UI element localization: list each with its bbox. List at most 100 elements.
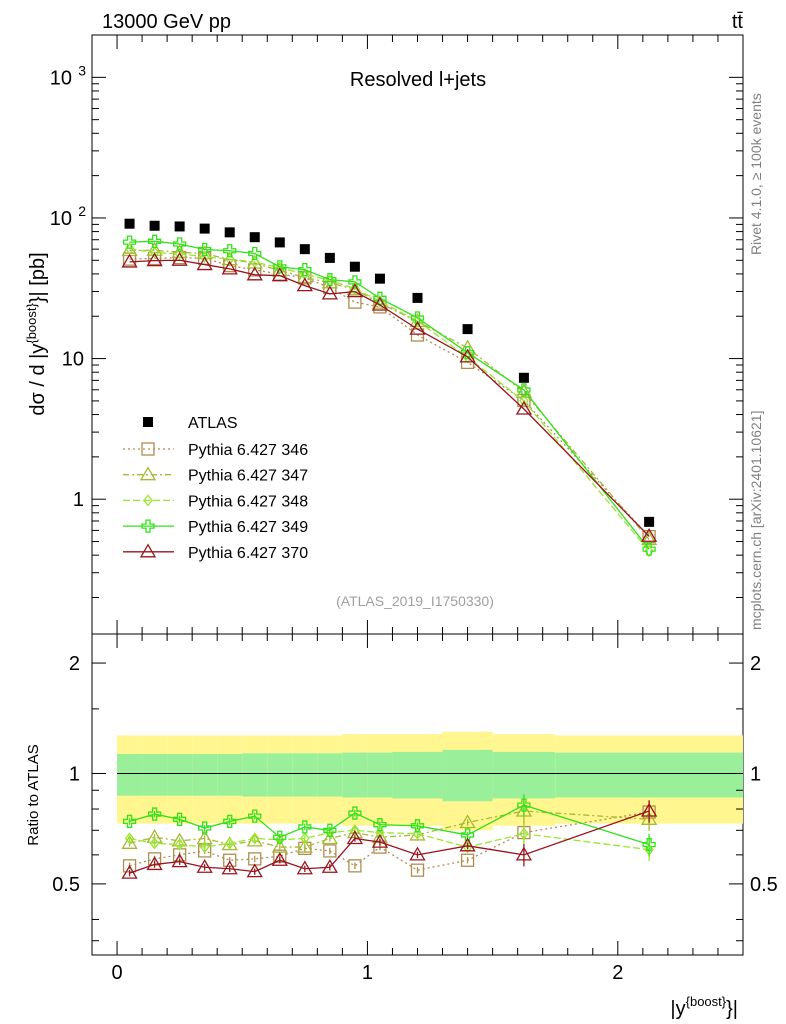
main-series-marker [146, 241, 163, 256]
y-axis-label: dσ / d |y{boost}}| [pb] [24, 252, 49, 415]
main-series-marker [221, 260, 238, 275]
y-tick-label: 10 [50, 208, 72, 230]
ratio-series-marker [348, 859, 362, 873]
ratio-series-marker [249, 832, 260, 845]
inner-band-bin [192, 754, 218, 796]
y-tick-label: 10 [50, 67, 72, 89]
x-axis-label-main: |y [670, 998, 685, 1020]
ratio-series-marker [375, 826, 385, 839]
main-series-line [129, 240, 650, 550]
ratio-series-marker [196, 858, 213, 873]
ratio-series-marker [224, 837, 235, 850]
inner-band-bin [555, 752, 743, 798]
ratio-series-marker [459, 814, 476, 829]
legend-marker [143, 494, 153, 507]
atlas-data-point [518, 372, 529, 383]
ratio-tick-label-right: 1 [750, 763, 761, 785]
main-series-marker [373, 291, 387, 305]
atlas-data-point [174, 221, 185, 232]
y-tick-label-exp: 3 [78, 62, 86, 78]
inner-band-bin [342, 752, 368, 798]
inner-band-bin [492, 751, 556, 799]
ratio-series-marker [373, 818, 387, 832]
x-axis-label-tail: }| [726, 998, 738, 1020]
y-axis-label-tail: }| [pb] [27, 252, 49, 303]
ratio-series-marker [299, 832, 310, 845]
legend-label: Pythia 6.427 346 [188, 442, 308, 459]
process-label: tt̄ [732, 11, 744, 33]
y-tick-label-exp: 2 [78, 203, 86, 219]
ratio-tick-label-right: 0.5 [750, 874, 778, 896]
ratio-series-marker [515, 846, 533, 861]
inner-band-bin [317, 753, 343, 797]
main-series-marker [146, 252, 163, 267]
ratio-tick-label-right: 2 [750, 653, 761, 675]
ratio-series-line [129, 829, 650, 851]
legend-atlas-marker [143, 417, 153, 427]
main-series-marker [171, 244, 188, 258]
ratio-series-marker [410, 819, 425, 833]
atlas-data-point [149, 220, 160, 231]
main-series-marker [371, 296, 389, 311]
x-tick-label: 2 [612, 962, 623, 984]
x-axis-label: |y{boost}}| [670, 994, 738, 1020]
rivet-version-label: Rivet 4.1.0, ≥ 100k events [748, 93, 764, 255]
ratio-series-marker [348, 806, 362, 820]
legend-marker [141, 442, 155, 456]
main-series-marker [298, 262, 312, 277]
atlas-data-point [224, 227, 235, 238]
atlas-data-point [644, 516, 655, 527]
ratio-series-marker [196, 830, 213, 845]
legend-marker [139, 466, 157, 481]
main-series-marker [121, 253, 138, 268]
ratio-series-marker [409, 846, 426, 861]
ratio-series-marker [321, 858, 338, 873]
mcplots-label: mcplots.cern.ch [arXiv:2401.10621] [748, 410, 764, 630]
main-series-marker [346, 283, 364, 298]
ratio-axis-label: Ratio to ATLAS [25, 744, 42, 845]
ratio-series-marker [460, 828, 475, 842]
y-tick-label: 10 [62, 349, 84, 371]
main-series-marker [515, 400, 533, 415]
ratio-series-marker [149, 837, 160, 850]
x-tick-label: 1 [362, 962, 373, 984]
chart-title: Resolved l+jets [350, 69, 486, 91]
atlas-data-point [199, 223, 210, 234]
atlas-data-point [324, 252, 335, 263]
y-axis-label-sup: {boost} [24, 302, 39, 343]
main-series-group [121, 234, 658, 558]
atlas-data-point [274, 237, 285, 248]
ratio-series-marker [462, 841, 473, 854]
main-series-marker [644, 545, 654, 558]
ratio-series-marker [198, 821, 212, 835]
ratio-series-marker [271, 851, 288, 866]
ratio-series-marker [273, 830, 287, 844]
ratio-series-marker [171, 853, 188, 868]
main-series-marker [298, 271, 312, 285]
main-series-marker [321, 285, 338, 300]
legend-atlas-label: ATLAS [188, 415, 238, 432]
ratio-series-marker [296, 838, 313, 853]
ratio-series-marker [323, 844, 337, 858]
inner-band-bin [142, 754, 168, 796]
main-series-marker [172, 237, 187, 251]
inner-band-bin [442, 749, 493, 802]
main-series-marker [296, 277, 313, 292]
atlas-data-point [374, 273, 385, 284]
legend: ATLAS Pythia 6.427 346 Pythia 6.427 347 Pyt… [123, 415, 308, 562]
atlas-data-point [124, 218, 135, 229]
main-series-line [129, 259, 650, 537]
analysis-id: (ATLAS_2019_I1750330) [336, 593, 494, 609]
ratio-series-marker [346, 830, 364, 845]
ratio-series-marker [412, 827, 423, 840]
main-series-marker [642, 542, 656, 556]
main-series-marker [199, 250, 210, 263]
main-series-marker [174, 247, 185, 260]
ratio-tick-label-left: 2 [69, 653, 80, 675]
main-series-marker [248, 263, 262, 277]
ratio-series-marker [410, 863, 425, 877]
inner-band-bin [242, 753, 268, 797]
y-tick-label: 1 [73, 489, 84, 511]
ratio-series-marker [325, 826, 335, 839]
